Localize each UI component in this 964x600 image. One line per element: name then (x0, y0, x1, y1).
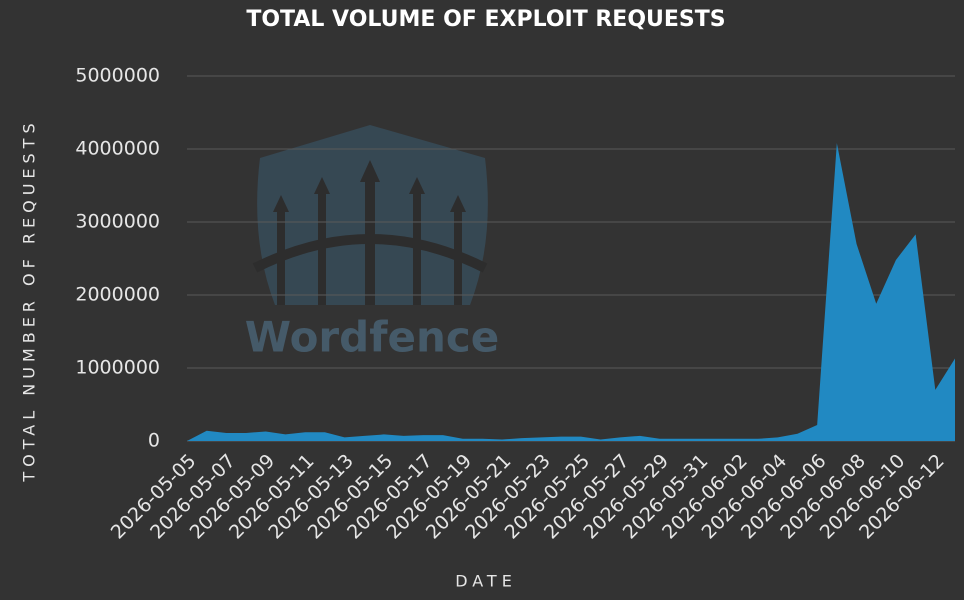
y-tick-label: 2000000 (75, 284, 160, 306)
y-tick-label: 4000000 (75, 138, 160, 160)
y-tick-label: 1000000 (75, 357, 160, 379)
y-tick-label: 3000000 (75, 211, 160, 233)
area (187, 143, 955, 441)
watermark: Wordfence (245, 313, 500, 362)
y-tick-label: 0 (148, 430, 160, 452)
chart-title: TOTAL VOLUME OF EXPLOIT REQUESTS (246, 7, 725, 32)
x-axis-label: DATE (455, 572, 517, 591)
watermark-logo (252, 125, 488, 305)
y-tick-label: 5000000 (75, 65, 160, 87)
y-axis-label: TOTAL NUMBER OF REQUESTS (20, 118, 39, 482)
